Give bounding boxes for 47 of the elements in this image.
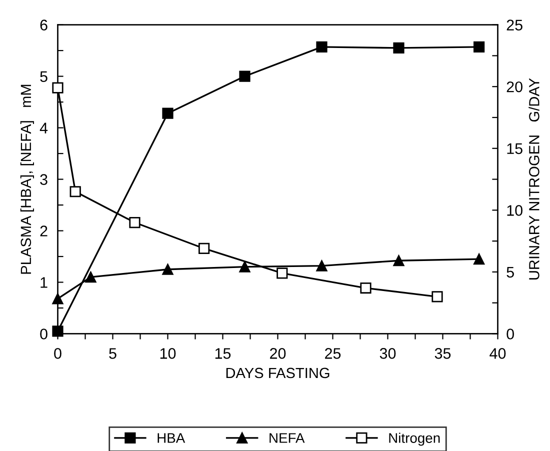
point: [473, 254, 485, 265]
point: [393, 42, 404, 54]
point: [70, 186, 81, 198]
point: [52, 82, 64, 94]
y2-tick-label: 15: [507, 143, 522, 154]
legend-label: HBA: [158, 433, 186, 443]
legend-label: NEFA: [270, 433, 305, 443]
y-tick-label: 3: [40, 174, 48, 185]
point: [432, 291, 443, 302]
x-tick-label: 20: [270, 348, 286, 359]
y2-tick-label: 25: [506, 20, 522, 30]
y-axis-title: PLASMA [HBA], [NEFA] mM: [20, 84, 34, 274]
y-tick-label: 1: [40, 277, 48, 288]
point: [198, 242, 210, 254]
point: [360, 282, 372, 294]
x-tick-label: 10: [160, 348, 176, 359]
point: [239, 70, 250, 82]
point: [393, 255, 404, 266]
x-tick-label: 15: [215, 348, 231, 359]
x-tick-label: 30: [380, 348, 396, 359]
point: [162, 264, 174, 275]
point: [316, 260, 328, 272]
y-tick-label: 4: [40, 122, 48, 134]
y2-tick-label: 5: [506, 266, 514, 278]
point: [129, 216, 140, 228]
y-tick-label: 5: [40, 71, 48, 82]
point: [85, 272, 96, 283]
y2-tick-label: 10: [507, 205, 522, 216]
point: [473, 41, 485, 52]
y2-axis-title: URINARY NITROGEN G/DAY: [528, 78, 540, 280]
x-tick-label: 35: [434, 348, 451, 359]
x-tick-label: 25: [325, 348, 341, 359]
x-tick-label: 40: [490, 348, 506, 359]
point: [239, 261, 250, 272]
point: [276, 268, 288, 279]
x-tick-label: 5: [109, 348, 116, 359]
legend-label: Nitrogen: [389, 432, 440, 446]
point: [52, 326, 64, 337]
point: [162, 108, 174, 119]
y-tick-label: 6: [40, 20, 48, 30]
y-tick-label: 0: [40, 328, 48, 340]
y2-tick-label: 20: [506, 81, 522, 92]
y2-tick-label: 0: [506, 328, 514, 340]
x-axis-title: DAYS FASTING: [226, 368, 330, 378]
x-tick-label: 0: [54, 348, 62, 359]
y-tick-label: 2: [40, 226, 48, 236]
point: [316, 41, 328, 52]
